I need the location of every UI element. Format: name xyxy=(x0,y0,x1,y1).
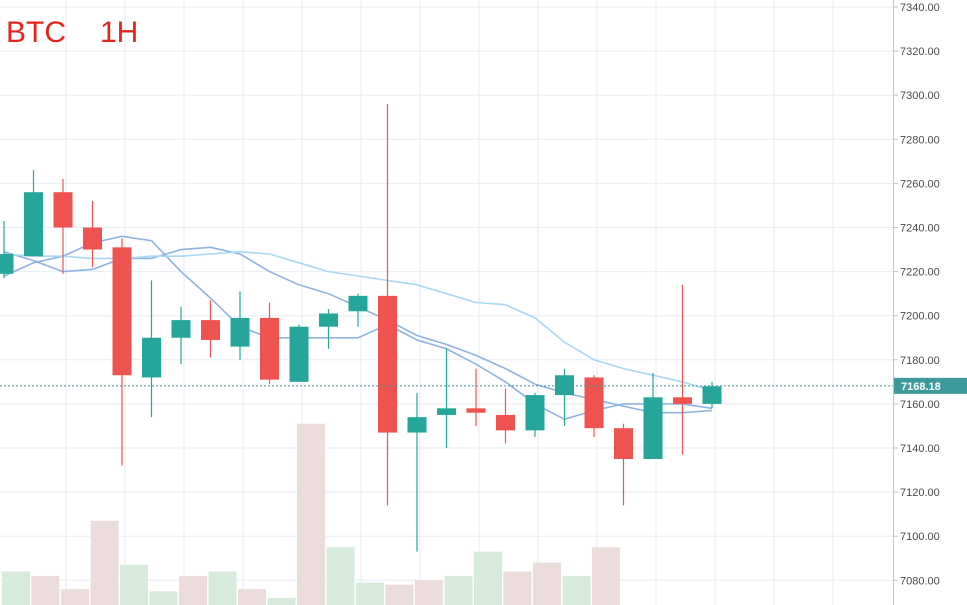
price-tick-label: 7340.00 xyxy=(900,2,940,14)
volume-bar xyxy=(474,551,502,605)
last-price-value: 7168.18 xyxy=(901,381,941,393)
price-tick-label: 7160.00 xyxy=(900,399,940,411)
moving-average-lines xyxy=(3,235,713,421)
volume-bar xyxy=(533,562,561,605)
candle-body xyxy=(24,192,43,257)
volume-bar xyxy=(149,591,178,605)
candle-body xyxy=(466,408,486,413)
volume-bar xyxy=(61,589,89,605)
candle-body xyxy=(378,295,397,433)
candle-body xyxy=(319,313,338,327)
price-tick-label: 7180.00 xyxy=(900,355,940,367)
price-tick-label: 7100.00 xyxy=(900,531,940,543)
volume-bar xyxy=(356,582,384,605)
candle-body xyxy=(584,377,604,429)
volume-bar xyxy=(444,575,473,605)
volume-bar xyxy=(415,580,443,605)
price-axis-bg xyxy=(893,0,967,605)
ma-line xyxy=(3,235,713,421)
price-tick-label: 7260.00 xyxy=(900,178,940,190)
volume-bar xyxy=(2,571,30,605)
volume-bar xyxy=(385,584,414,605)
price-tick-label: 7200.00 xyxy=(900,311,940,323)
symbol-label: BTC xyxy=(6,16,66,49)
candle-body xyxy=(525,395,545,431)
price-tick-label: 7320.00 xyxy=(900,46,940,58)
last-price-label-bg xyxy=(894,377,967,394)
volume-bar xyxy=(208,571,237,605)
volume-bar xyxy=(326,547,355,605)
volume-bar xyxy=(120,564,148,605)
ma-line xyxy=(3,246,713,414)
price-axis[interactable]: 7080.00 7100.00 7120.00 7140.00 7160.00 7180.… xyxy=(893,0,967,605)
candle-body xyxy=(230,317,250,347)
last-price-label: 7168.18 xyxy=(894,377,967,394)
candle-body xyxy=(555,375,574,396)
candle-body xyxy=(496,414,515,431)
volume-bar xyxy=(179,575,207,605)
candle-body xyxy=(260,317,279,380)
price-tick-label: 7300.00 xyxy=(900,90,940,102)
candle-body xyxy=(702,386,722,404)
candle-body xyxy=(0,253,14,274)
volume-bar xyxy=(297,423,325,605)
price-tick-label: 7280.00 xyxy=(900,134,940,146)
candle-body xyxy=(348,295,368,312)
candle-body xyxy=(201,320,220,340)
candle-body xyxy=(171,320,191,338)
price-tick-label: 7220.00 xyxy=(900,267,940,279)
candle-body xyxy=(142,337,161,378)
price-tick-label: 7120.00 xyxy=(900,487,940,499)
candle-body xyxy=(112,247,132,376)
candle-body xyxy=(53,192,73,228)
candle-body xyxy=(614,428,633,460)
candle-body xyxy=(407,417,427,433)
price-tick-label: 7080.00 xyxy=(900,575,940,587)
candle-body xyxy=(289,326,309,382)
candle-body xyxy=(643,397,663,460)
candles xyxy=(0,104,722,552)
price-tick-label: 7140.00 xyxy=(900,443,940,455)
volume-bar xyxy=(592,547,620,605)
volume-bar xyxy=(238,589,266,605)
volume-bar xyxy=(562,575,591,605)
volume-bar xyxy=(90,520,119,605)
timeframe-label: 1H xyxy=(100,16,138,49)
volume-bar xyxy=(31,575,60,605)
volume-bar xyxy=(503,571,532,605)
candle-body xyxy=(437,408,456,415)
candle-body xyxy=(673,397,692,404)
price-tick-label: 7240.00 xyxy=(900,223,940,235)
volume-bar xyxy=(267,597,296,605)
candle-body xyxy=(83,227,102,250)
volume-bars xyxy=(2,423,620,605)
chart-grid xyxy=(0,0,893,605)
